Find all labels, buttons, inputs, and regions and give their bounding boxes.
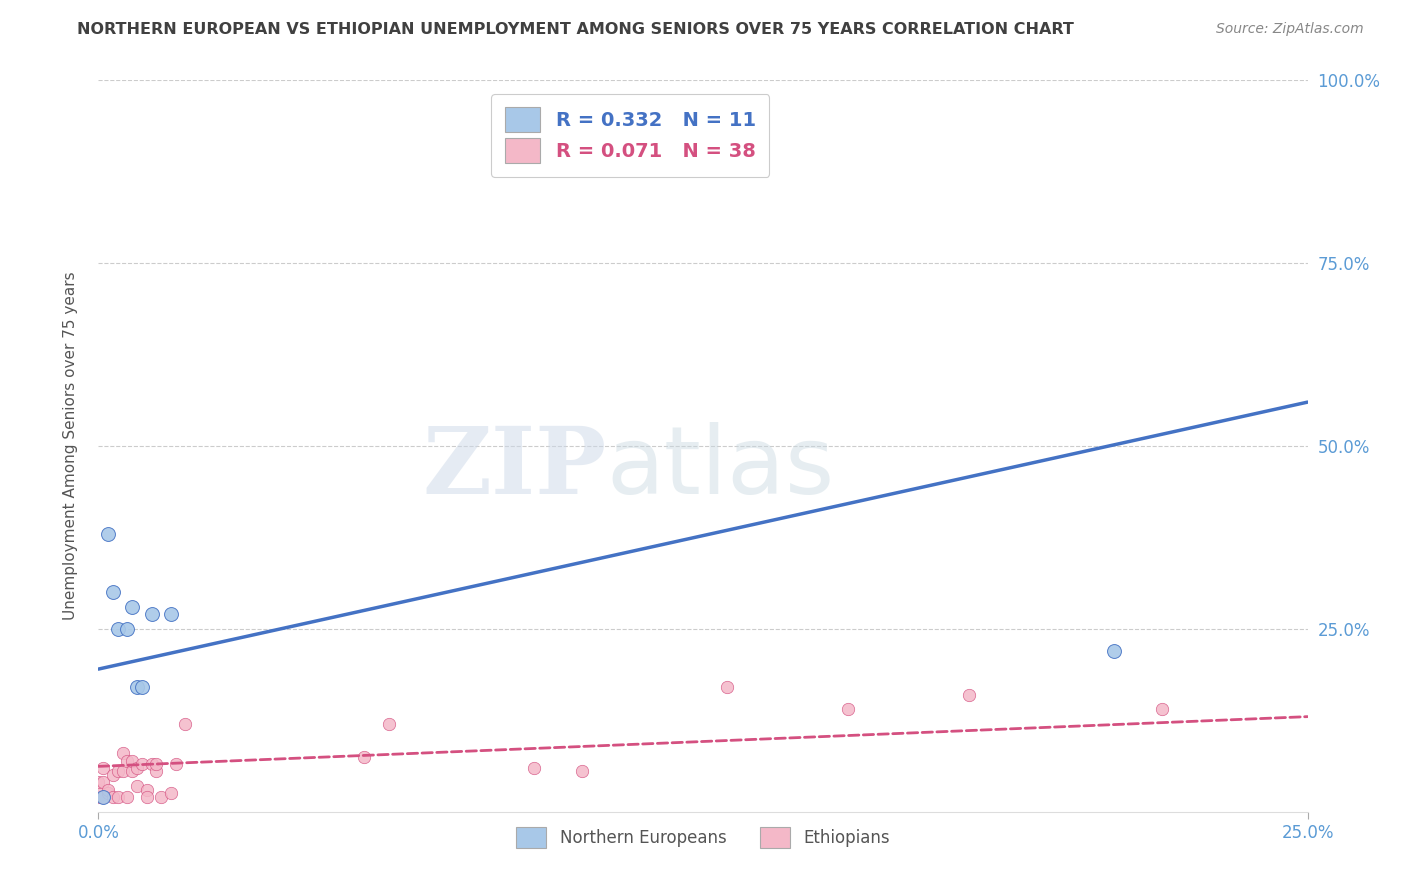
Point [127, 681, 149, 695]
Point [91, 775, 114, 789]
Point [837, 702, 859, 716]
Point [135, 790, 157, 805]
Point [91, 761, 114, 775]
Point [523, 761, 546, 775]
Point [145, 764, 167, 779]
Point [101, 790, 124, 805]
Point [160, 607, 183, 622]
Point [117, 754, 139, 768]
Point [107, 790, 129, 805]
Point [1102, 644, 1125, 658]
Point [117, 622, 139, 636]
Point [97, 782, 120, 797]
Point [101, 585, 124, 599]
Point [87, 790, 110, 805]
Point [135, 782, 157, 797]
Point [1152, 702, 1174, 716]
Point [957, 688, 980, 702]
Point [107, 764, 129, 779]
Point [121, 754, 143, 768]
Point [716, 681, 738, 695]
Point [101, 768, 124, 782]
Point [141, 757, 163, 772]
Point [165, 757, 187, 772]
Point [127, 761, 149, 775]
Point [145, 757, 167, 772]
Legend: Northern Europeans, Ethiopians: Northern Europeans, Ethiopians [509, 820, 897, 855]
Point [121, 599, 143, 614]
Point [174, 717, 197, 731]
Point [121, 764, 143, 779]
Point [127, 779, 149, 793]
Text: Source: ZipAtlas.com: Source: ZipAtlas.com [1216, 22, 1364, 37]
Point [131, 681, 153, 695]
Y-axis label: Unemployment Among Seniors over 75 years: Unemployment Among Seniors over 75 years [63, 272, 77, 620]
Point [97, 526, 120, 541]
Point [91, 790, 114, 805]
Point [117, 790, 139, 805]
Point [150, 790, 173, 805]
Point [87, 775, 110, 789]
Text: ZIP: ZIP [422, 423, 606, 513]
Point [111, 764, 134, 779]
Point [160, 787, 183, 801]
Point [107, 622, 129, 636]
Point [141, 607, 163, 622]
Point [111, 746, 134, 760]
Point [131, 757, 153, 772]
Text: atlas: atlas [606, 422, 835, 514]
Point [377, 717, 399, 731]
Point [353, 749, 375, 764]
Point [91, 790, 114, 805]
Text: NORTHERN EUROPEAN VS ETHIOPIAN UNEMPLOYMENT AMONG SENIORS OVER 75 YEARS CORRELAT: NORTHERN EUROPEAN VS ETHIOPIAN UNEMPLOYM… [77, 22, 1074, 37]
Point [97, 787, 120, 801]
Point [87, 782, 110, 797]
Point [571, 764, 593, 779]
